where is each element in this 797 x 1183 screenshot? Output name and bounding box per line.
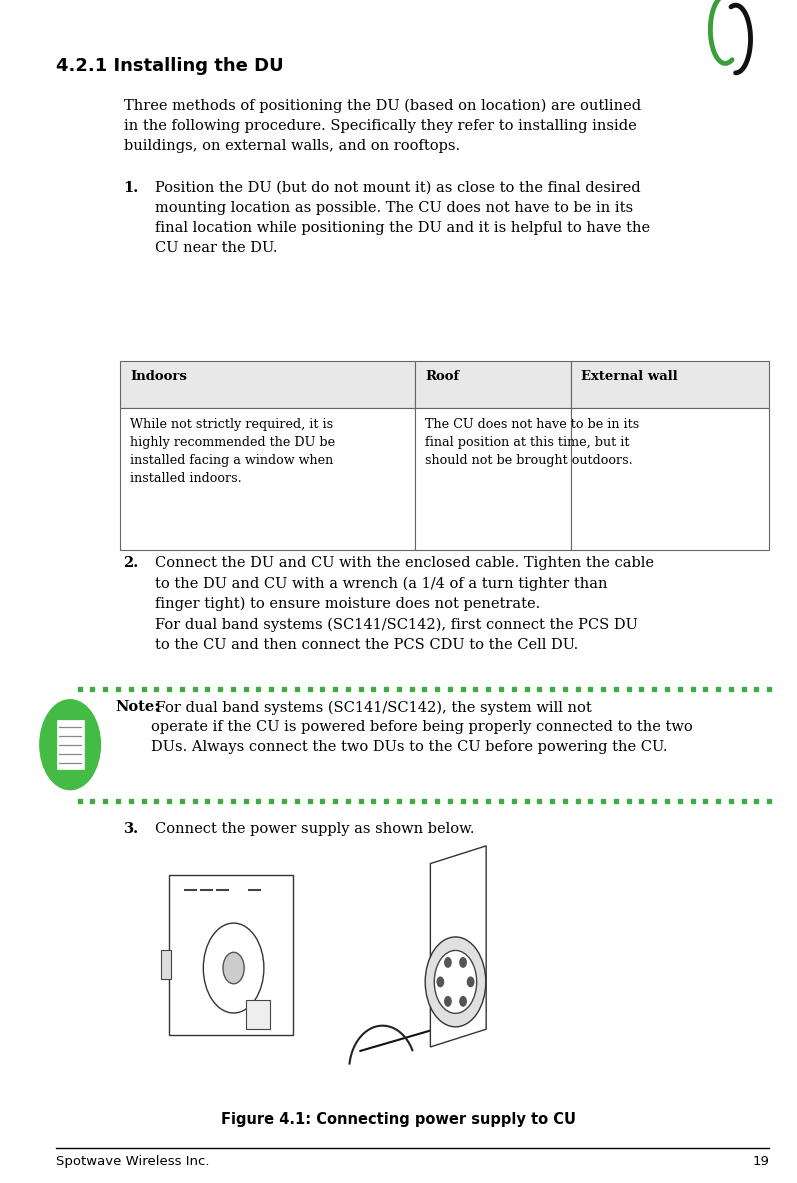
Circle shape — [434, 950, 477, 1014]
Text: Spotwave Wireless Inc.: Spotwave Wireless Inc. — [56, 1155, 210, 1168]
Text: Connect the power supply as shown below.: Connect the power supply as shown below. — [155, 822, 475, 836]
Text: Roof: Roof — [426, 370, 460, 383]
Circle shape — [445, 996, 451, 1006]
Bar — [415, 408, 571, 550]
Bar — [246, 1000, 270, 1029]
Text: External wall: External wall — [581, 370, 678, 383]
Circle shape — [40, 700, 100, 790]
Bar — [571, 361, 769, 408]
Text: Figure 4.1: Connecting power supply to CU: Figure 4.1: Connecting power supply to C… — [221, 1112, 576, 1127]
Text: Three methods of positioning the DU (based on location) are outlined
in the foll: Three methods of positioning the DU (bas… — [124, 98, 641, 153]
Bar — [57, 720, 84, 769]
Text: 3.: 3. — [124, 822, 139, 836]
Text: For dual band systems (SC141/SC142), the system will not
operate if the CU is po: For dual band systems (SC141/SC142), the… — [151, 700, 693, 754]
Circle shape — [460, 996, 466, 1006]
Text: 19: 19 — [752, 1155, 769, 1168]
Bar — [571, 408, 769, 550]
Text: The CU does not have to be in its
final position at this time, but it
should not: The CU does not have to be in its final … — [426, 418, 640, 466]
Text: 2.: 2. — [124, 556, 139, 570]
Circle shape — [203, 923, 264, 1013]
Circle shape — [460, 958, 466, 968]
Text: Position the DU (but do not mount it) as close to the final desired
mounting loc: Position the DU (but do not mount it) as… — [155, 181, 650, 256]
Circle shape — [445, 958, 451, 968]
Bar — [120, 361, 415, 408]
Circle shape — [467, 977, 473, 987]
Text: While not strictly required, it is
highly recommended the DU be
installed facing: While not strictly required, it is highl… — [130, 418, 335, 485]
Bar — [169, 875, 293, 1035]
Bar — [120, 408, 415, 550]
Text: 1.: 1. — [124, 181, 139, 195]
Bar — [161, 950, 171, 980]
Text: Note:: Note: — [116, 700, 160, 715]
Bar — [415, 361, 571, 408]
Circle shape — [437, 977, 443, 987]
Circle shape — [223, 952, 244, 984]
Polygon shape — [430, 846, 486, 1047]
Text: 4.2.1 Installing the DU: 4.2.1 Installing the DU — [56, 57, 284, 75]
Text: Indoors: Indoors — [130, 370, 186, 383]
Circle shape — [426, 937, 485, 1027]
Text: Connect the DU and CU with the enclosed cable. Tighten the cable
to the DU and C: Connect the DU and CU with the enclosed … — [155, 556, 654, 652]
